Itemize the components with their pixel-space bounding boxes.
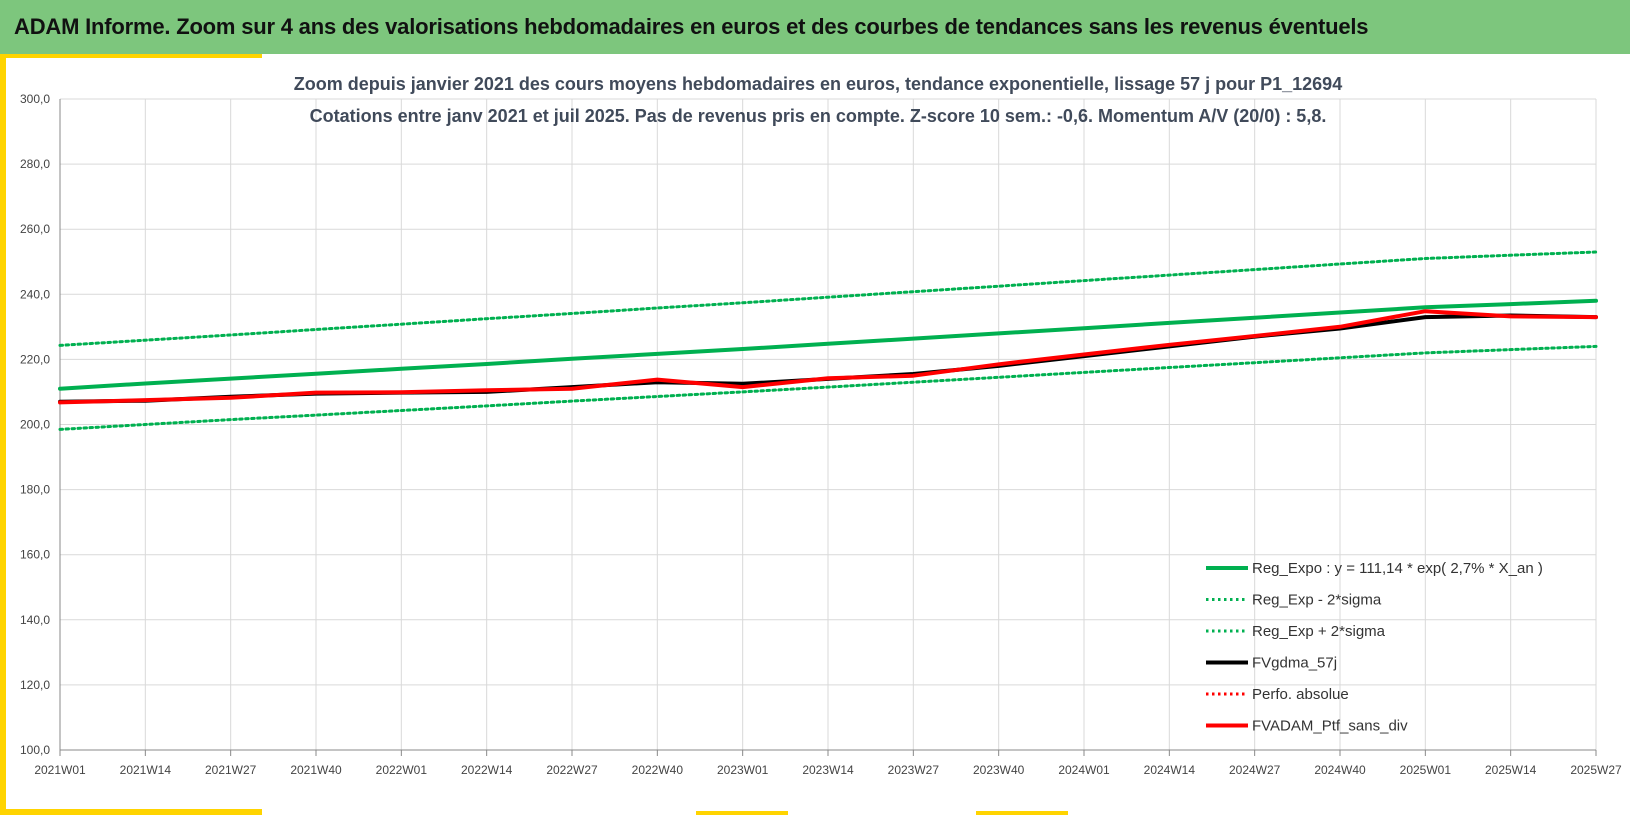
y-tick-label: 240,0: [20, 287, 50, 301]
x-tick-label: 2022W01: [376, 763, 428, 777]
series-line-2: [58, 250, 1598, 347]
chart-legend: Reg_Expo : y = 111,14 * exp( 2,7% * X_an…: [1206, 560, 1543, 735]
y-tick-label: 120,0: [20, 678, 50, 692]
x-tick-label: 2022W40: [632, 763, 684, 777]
chart-title: Zoom depuis janvier 2021 des cours moyen…: [294, 74, 1342, 94]
x-tick-label: 2024W27: [1229, 763, 1281, 777]
y-tick-label: 220,0: [20, 352, 50, 366]
x-axis-ticks: 2021W01 2021W14 2021W27 2021W40 2022W01 2022W…: [34, 763, 1622, 777]
title-banner: ADAM Informe. Zoom sur 4 ans des valoris…: [0, 0, 1630, 54]
legend-label-1: Reg_Exp - 2*sigma: [1252, 592, 1382, 609]
series-line-1: [58, 344, 1598, 431]
y-tick-label: 100,0: [20, 743, 50, 757]
x-tick-label: 2021W40: [290, 763, 342, 777]
x-tick-label: 2025W14: [1485, 763, 1537, 777]
y-tick-label: 200,0: [20, 418, 50, 432]
accent-bar-bottom-mid: [696, 811, 788, 815]
x-tick-label: 2022W14: [461, 763, 513, 777]
legend-label-4: Perfo. absolue: [1252, 686, 1349, 703]
x-tick-label: 2025W01: [1400, 763, 1452, 777]
x-tick-label: 2023W40: [973, 763, 1025, 777]
page-title: ADAM Informe. Zoom sur 4 ans des valoris…: [14, 14, 1369, 39]
legend-label-0: Reg_Expo : y = 111,14 * exp( 2,7% * X_an…: [1252, 560, 1543, 577]
x-tick-label: 2023W27: [888, 763, 940, 777]
x-tick-label: 2022W27: [546, 763, 598, 777]
y-axis-ticks: 100,0 120,0 140,0 160,0 180,0 200,0 220,0 240,0…: [20, 92, 50, 757]
y-tick-label: 160,0: [20, 548, 50, 562]
y-tick-label: 180,0: [20, 483, 50, 497]
chart-series: [58, 250, 1598, 431]
legend-label-2: Reg_Exp + 2*sigma: [1252, 623, 1386, 640]
x-tick-label: 2023W14: [802, 763, 854, 777]
legend-label-3: FVgdma_57j: [1252, 655, 1337, 672]
y-tick-label: 280,0: [20, 157, 50, 171]
accent-bar-bottom-right: [976, 811, 1068, 815]
x-tick-label: 2024W01: [1058, 763, 1110, 777]
accent-bar-top: [0, 54, 262, 58]
chart-axes: [59, 99, 1596, 751]
y-tick-label: 140,0: [20, 613, 50, 627]
series-line-0: [58, 298, 1598, 391]
x-tick-label: 2024W14: [1144, 763, 1196, 777]
x-tick-label: 2021W14: [120, 763, 172, 777]
legend-label-5: FVADAM_Ptf_sans_div: [1252, 718, 1408, 735]
y-tick-label: 260,0: [20, 222, 50, 236]
x-tick-label: 2021W27: [205, 763, 257, 777]
accent-bar-left: [0, 54, 6, 815]
chart-subtitle: Cotations entre janv 2021 et juil 2025. …: [310, 106, 1327, 126]
accent-bar-bottom: [0, 809, 262, 815]
y-tick-label: 300,0: [20, 92, 50, 106]
chart-grid: [59, 98, 1597, 756]
x-tick-label: 2024W40: [1314, 763, 1366, 777]
x-tick-label: 2021W01: [34, 763, 86, 777]
x-tick-label: 2023W01: [717, 763, 769, 777]
x-tick-label: 2025W27: [1570, 763, 1622, 777]
series-line-5: [58, 309, 1598, 405]
